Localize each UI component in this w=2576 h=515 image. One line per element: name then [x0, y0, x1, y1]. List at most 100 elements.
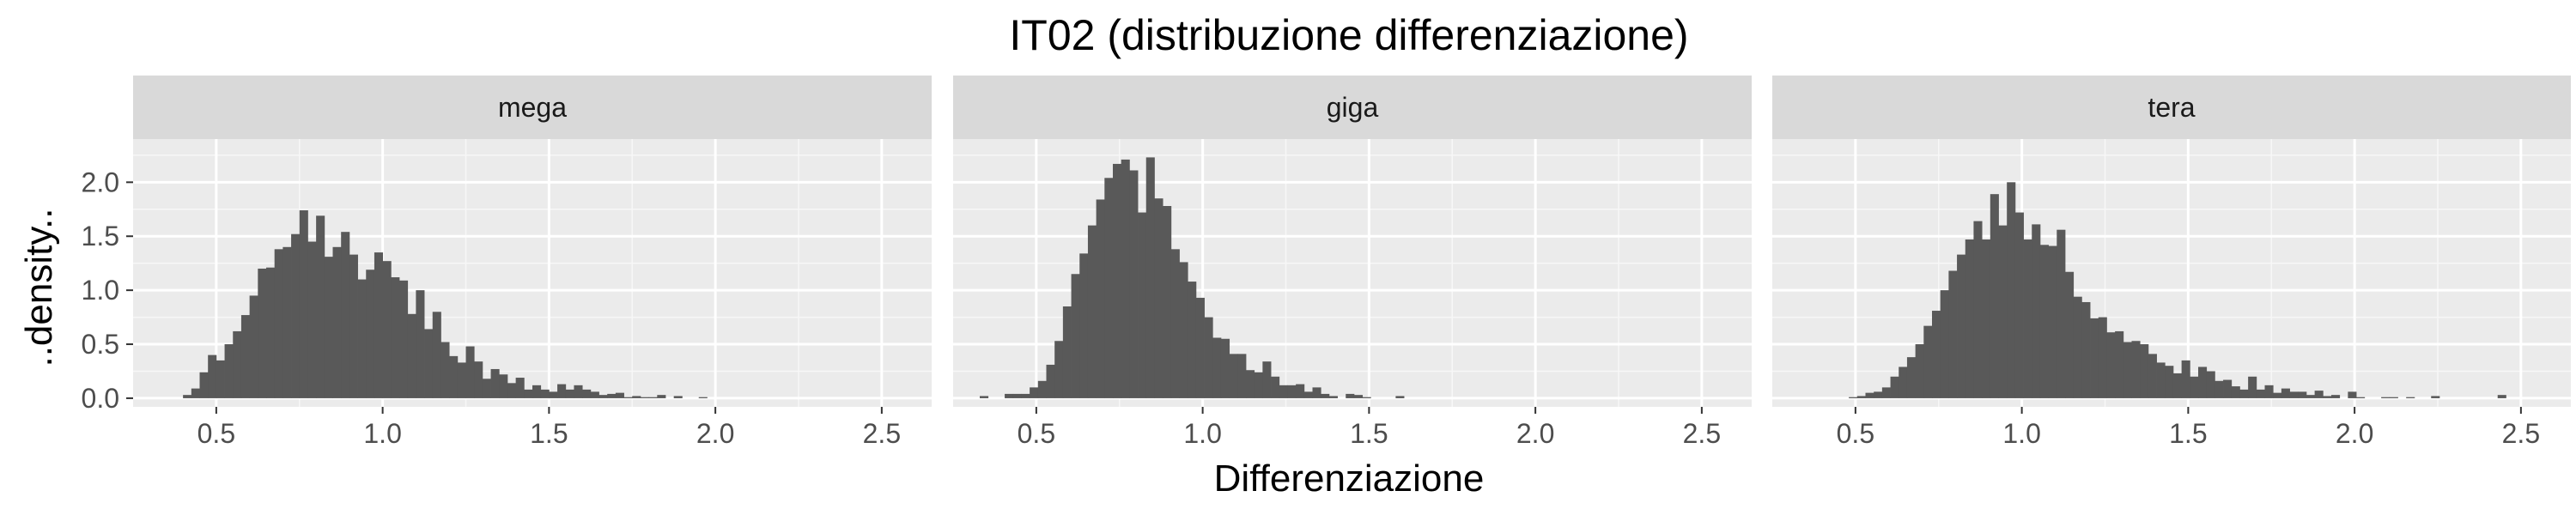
- histogram-bar-tera-46: [2231, 386, 2240, 398]
- histogram-bar-mega-9: [258, 268, 267, 398]
- histogram-bar-giga-32: [1246, 370, 1255, 398]
- histogram-bar-tera-41: [2190, 376, 2199, 398]
- panels-layer: mega 0.5 1.0 1.5 2.0 2.5 0.0 0.5 1.0 1.5 2.0 giga 0.…: [82, 76, 2571, 449]
- histogram-bar-mega-54: [632, 396, 641, 398]
- histogram-bar-giga-9: [1054, 341, 1064, 398]
- facet-panel-giga: giga 0.5 1.0 1.5 2.0 2.5: [953, 76, 1752, 449]
- histogram-bar-giga-25: [1188, 282, 1197, 398]
- histogram-bar-tera-5: [1890, 376, 1899, 398]
- histogram-bar-mega-3: [208, 354, 217, 398]
- histogram-bar-giga-28: [1212, 337, 1222, 398]
- histogram-bar-mega-35: [474, 361, 483, 398]
- histogram-bar-tera-48: [2248, 376, 2257, 398]
- histogram-bar-tera-64: [2381, 397, 2391, 398]
- histogram-bar-giga-7: [1037, 380, 1047, 398]
- histogram-bar-tera-30: [2098, 317, 2107, 398]
- x-tick-label: 2.5: [2502, 418, 2540, 449]
- histogram-bar-giga-44: [1346, 393, 1355, 398]
- histogram-bar-mega-53: [623, 397, 633, 398]
- histogram-bar-mega-2: [199, 372, 209, 398]
- histogram-bar-giga-38: [1296, 384, 1305, 398]
- x-tick-label: 2.5: [1683, 418, 1721, 449]
- histogram-bar-mega-5: [224, 344, 234, 398]
- histogram-bar-giga-0: [980, 396, 989, 398]
- histogram-bar-mega-59: [673, 396, 683, 398]
- histogram-bar-tera-54: [2298, 391, 2307, 398]
- histogram-bar-mega-41: [524, 389, 533, 398]
- histogram-bar-tera-39: [2172, 373, 2183, 398]
- y-tick-label: 1.0: [82, 275, 119, 306]
- histogram-bar-mega-50: [598, 395, 608, 398]
- facet-strip-giga: [953, 76, 1752, 139]
- x-tick-label: 1.0: [363, 418, 401, 449]
- histogram-bar-giga-23: [1170, 249, 1180, 398]
- x-tick-label: 0.5: [197, 418, 235, 449]
- histogram-bar-tera-37: [2156, 362, 2166, 398]
- x-tick-label: 1.5: [2169, 418, 2207, 449]
- histogram-bar-mega-33: [457, 362, 466, 398]
- histogram-bar-giga-33: [1254, 372, 1263, 398]
- histogram-bar-tera-19: [2007, 182, 2016, 398]
- histogram-bar-mega-46: [565, 389, 574, 398]
- histogram-bar-mega-6: [233, 330, 242, 398]
- histogram-bar-tera-43: [2206, 371, 2215, 398]
- histogram-bar-mega-16: [316, 215, 325, 398]
- histogram-bar-mega-39: [507, 383, 517, 398]
- histogram-bar-mega-40: [515, 378, 525, 398]
- histogram-bar-tera-61: [2356, 397, 2366, 398]
- histogram-bar-giga-26: [1195, 297, 1205, 398]
- histogram-bar-tera-28: [2081, 301, 2091, 398]
- histogram-bar-tera-0: [1849, 397, 1858, 398]
- facet-strip-label-mega: mega: [498, 92, 567, 123]
- histogram-bar-mega-4: [216, 360, 225, 398]
- histogram-bar-giga-40: [1312, 387, 1321, 398]
- histogram-bar-tera-33: [2123, 342, 2132, 398]
- histogram-bar-tera-10: [1932, 311, 1941, 398]
- histogram-bar-giga-46: [1362, 397, 1371, 398]
- histogram-bar-mega-25: [391, 277, 400, 398]
- histogram-bar-mega-51: [607, 393, 617, 398]
- histogram-bar-tera-67: [2406, 397, 2415, 398]
- histogram-bar-giga-15: [1104, 178, 1114, 398]
- histogram-bar-mega-44: [549, 391, 558, 398]
- histogram-bar-giga-6: [1030, 387, 1039, 398]
- histogram-bar-giga-14: [1096, 199, 1105, 398]
- histogram-bar-mega-45: [557, 384, 567, 398]
- histogram-bar-mega-0: [183, 395, 192, 398]
- histogram-bar-mega-12: [283, 246, 292, 398]
- x-tick-label: 2.0: [2336, 418, 2373, 449]
- histogram-bar-giga-5: [1021, 393, 1030, 398]
- histogram-bar-giga-29: [1220, 338, 1230, 398]
- x-tick-label: 2.0: [696, 418, 734, 449]
- histogram-bar-giga-31: [1237, 354, 1247, 398]
- histogram-bar-tera-42: [2198, 367, 2208, 398]
- histogram-bar-tera-65: [2389, 397, 2398, 398]
- histogram-bar-giga-27: [1204, 317, 1213, 398]
- facet-panel-mega: mega 0.5 1.0 1.5 2.0 2.5 0.0 0.5 1.0 1.5 2.0: [82, 76, 932, 449]
- histogram-bar-giga-22: [1163, 206, 1172, 398]
- histogram-bar-giga-36: [1279, 385, 1288, 398]
- histogram-bar-giga-12: [1079, 253, 1089, 398]
- histogram-bar-tera-35: [2140, 344, 2149, 398]
- histogram-bar-tera-2: [1865, 392, 1874, 398]
- histogram-bar-tera-53: [2289, 391, 2299, 398]
- histogram-bar-tera-50: [2264, 385, 2274, 398]
- histogram-bar-giga-45: [1353, 395, 1364, 398]
- histogram-bar-giga-50: [1395, 396, 1405, 398]
- chart-title: IT02 (distribuzione differenziazione): [1009, 11, 1688, 59]
- histogram-bar-mega-30: [432, 312, 441, 398]
- histogram-bar-mega-55: [640, 397, 650, 398]
- histogram-bar-mega-8: [249, 295, 258, 398]
- y-axis-title: ..density..: [18, 208, 60, 367]
- histogram-bar-tera-58: [2331, 395, 2341, 398]
- histogram-bar-mega-23: [374, 252, 384, 398]
- histogram-bar-mega-28: [416, 290, 425, 398]
- histogram-bar-giga-20: [1145, 157, 1155, 398]
- facet-strip-tera: [1772, 76, 2571, 139]
- histogram-bar-giga-19: [1138, 212, 1147, 398]
- histogram-bar-mega-29: [424, 329, 434, 398]
- histogram-bar-mega-14: [299, 210, 308, 398]
- histogram-bar-tera-21: [2023, 239, 2032, 398]
- histogram-bar-mega-38: [499, 374, 508, 398]
- histogram-bar-mega-18: [332, 246, 342, 398]
